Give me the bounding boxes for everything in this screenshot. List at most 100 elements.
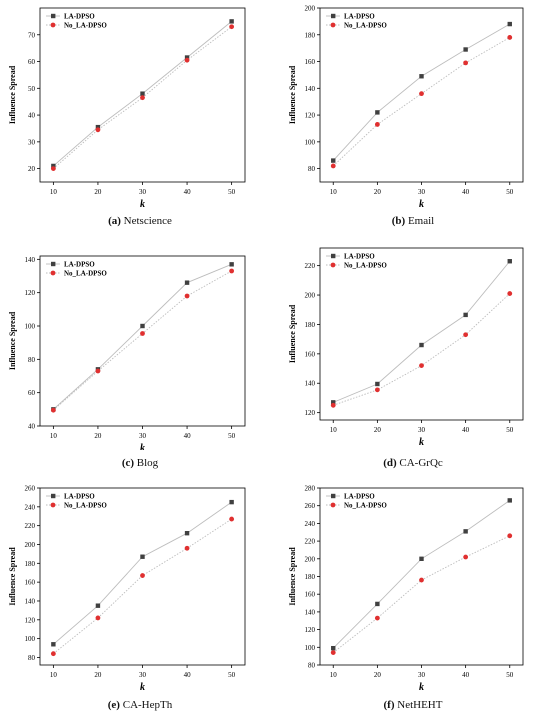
x-tick-label: 30	[139, 671, 147, 679]
la-dpso-point	[463, 47, 468, 52]
x-tick-label: 10	[50, 671, 58, 679]
x-tick-label: 20	[94, 671, 102, 679]
no-la-dpso-point	[229, 268, 235, 274]
series-line	[333, 260, 511, 403]
la-dpso-point	[229, 499, 234, 505]
y-tick-label: 120	[305, 409, 316, 417]
no-la-dpso-point	[50, 166, 56, 172]
y-axis-label: Influence Spread	[288, 65, 297, 124]
y-axis-label: Influence Spread	[8, 311, 17, 370]
no-la-dpso-point	[229, 516, 235, 522]
plot-frame	[39, 255, 246, 427]
x-axis-label: k	[419, 199, 424, 210]
caption-letter: (f)	[383, 699, 395, 711]
x-axis-label: k	[140, 682, 145, 690]
no-la-dpso-point	[419, 363, 424, 369]
no-la-dpso-point	[229, 24, 235, 30]
x-tick-label: 40	[184, 671, 192, 679]
y-tick-label: 160	[305, 58, 316, 66]
la-dpso-point	[375, 110, 380, 115]
chart-blog: 10 20 30 40 50 40 60 80 100 120 140 k Influence Spre…	[8, 255, 246, 450]
legend-label: No_LA-DPSO	[64, 22, 107, 30]
caption-name: Email	[407, 215, 435, 227]
y-tick-label: 60	[28, 389, 36, 397]
la-dpso-point	[507, 259, 512, 264]
legend-marker	[50, 502, 56, 508]
no-la-dpso-point	[50, 651, 56, 657]
no-la-dpso-point	[419, 577, 424, 583]
y-tick-label: 240	[25, 503, 36, 511]
la-dpso-point	[51, 163, 56, 169]
legend-marker	[51, 13, 56, 19]
chart-ca-hepth: 10 20 30 40 50 80 100 120 140 160 180 200 220 240 260 k…	[8, 485, 246, 690]
x-tick-label: 10	[330, 426, 338, 434]
y-tick-label: 280	[305, 485, 316, 493]
legend-marker	[51, 493, 56, 499]
la-dpso-point	[51, 642, 56, 647]
y-tick-label: 100	[25, 323, 36, 331]
caption-name: NetHEHT	[397, 699, 443, 711]
x-tick-label: 50	[506, 671, 514, 679]
no-la-dpso-point	[95, 615, 101, 621]
x-tick-label: 50	[228, 671, 236, 679]
x-tick-label: 40	[462, 426, 470, 434]
x-tick-label: 40	[462, 188, 470, 196]
caption-a: (a) Netscience	[5, 215, 275, 227]
y-tick-label: 200	[305, 555, 316, 563]
caption-f: (f) NetHEHT	[278, 699, 548, 711]
legend-label: LA-DPSO	[344, 493, 375, 501]
caption-name: CA-HepTh	[122, 699, 173, 711]
no-la-dpso-point	[140, 573, 145, 578]
series-line	[53, 270, 232, 411]
no-la-dpso-point	[374, 122, 380, 127]
y-tick-label: 120	[25, 289, 36, 297]
x-tick-label: 40	[184, 188, 192, 196]
x-tick-label: 20	[374, 188, 382, 196]
y-tick-label: 220	[305, 538, 316, 546]
no-la-dpso-point	[419, 91, 424, 97]
x-axis-label: k	[140, 443, 145, 450]
x-tick-label: 20	[94, 188, 102, 196]
no-la-dpso-point	[374, 615, 380, 621]
y-tick-label: 80	[308, 165, 316, 173]
no-la-dpso-point	[184, 545, 190, 551]
plot-frame	[319, 247, 524, 421]
y-tick-label: 140	[25, 256, 36, 264]
chart-netscience: 10 20 30 40 50 20 30 40 50 60 70 k Influence Spread L…	[8, 7, 246, 210]
x-tick-label: 30	[418, 426, 426, 434]
no-la-dpso-point	[140, 95, 145, 101]
legend-label: LA-DPSO	[344, 253, 375, 261]
la-dpso-point	[331, 400, 336, 405]
legend-label: LA-DPSO	[64, 13, 95, 21]
y-tick-label: 160	[25, 579, 36, 587]
y-tick-label: 120	[305, 626, 316, 634]
la-dpso-point	[184, 280, 190, 285]
la-dpso-point	[229, 262, 234, 267]
y-tick-label: 180	[305, 573, 316, 581]
x-tick-label: 20	[374, 671, 382, 679]
no-la-dpso-point	[184, 57, 190, 63]
y-tick-label: 50	[28, 85, 36, 93]
caption-c: (c) Blog	[5, 457, 275, 469]
y-axis-label: Influence Spread	[288, 304, 297, 363]
y-tick-label: 160	[305, 350, 316, 358]
x-tick-label: 10	[50, 188, 58, 196]
chart-netheht: 10 20 30 40 50 80 100 120 140 160 180 200 220 240 260 2…	[288, 485, 524, 690]
legend-marker	[331, 13, 336, 19]
no-la-dpso-point	[95, 368, 101, 374]
y-tick-label: 140	[305, 380, 316, 388]
caption-e: (e) CA-HepTh	[5, 699, 275, 711]
legend-label: LA-DPSO	[64, 261, 95, 269]
no-la-dpso-point	[50, 407, 56, 413]
y-tick-label: 30	[28, 138, 36, 146]
la-dpso-point	[463, 312, 468, 318]
y-tick-label: 160	[305, 591, 316, 599]
no-la-dpso-point	[507, 533, 513, 539]
x-tick-label: 10	[330, 671, 338, 679]
la-dpso-point	[331, 645, 336, 651]
no-la-dpso-point	[95, 127, 101, 133]
no-la-dpso-point	[507, 35, 513, 40]
y-axis-label: Influence Spread	[8, 547, 17, 606]
plot-frame	[319, 487, 524, 666]
legend-label: LA-DPSO	[64, 493, 95, 501]
